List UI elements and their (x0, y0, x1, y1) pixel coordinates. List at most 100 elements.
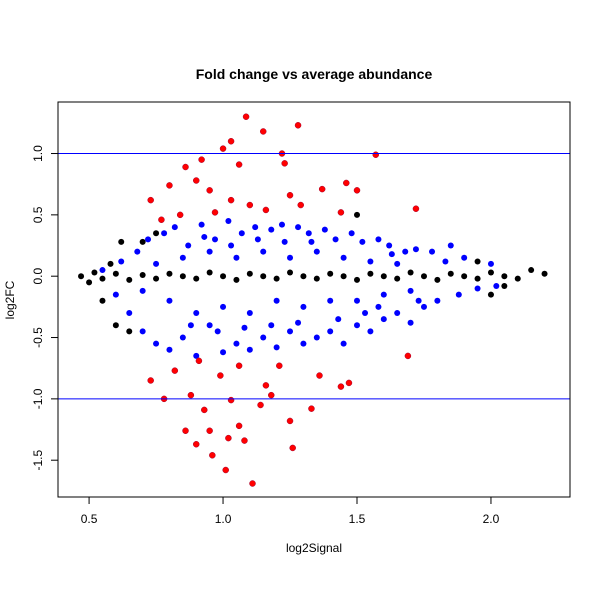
data-point (166, 182, 173, 189)
data-point (281, 160, 288, 167)
data-point (412, 246, 419, 253)
data-point (233, 276, 240, 283)
data-point (235, 422, 243, 430)
data-point (107, 260, 114, 267)
data-point (217, 372, 224, 379)
data-point (225, 434, 232, 442)
data-point (318, 185, 326, 193)
data-point (493, 283, 500, 290)
data-point (222, 466, 229, 474)
data-point (214, 328, 221, 335)
data-point (228, 242, 235, 249)
data-point (147, 377, 154, 384)
data-point (474, 285, 481, 292)
data-point (268, 391, 275, 399)
data-point (112, 270, 119, 277)
data-point (249, 480, 256, 487)
data-point (362, 309, 369, 316)
data-point (182, 427, 189, 435)
data-point (147, 196, 154, 204)
data-point (91, 269, 98, 276)
data-point (198, 221, 205, 228)
data-point (514, 275, 521, 282)
data-point (198, 156, 205, 163)
data-point (185, 242, 192, 249)
data-point (407, 319, 414, 326)
data-point (254, 236, 261, 243)
data-point (259, 128, 267, 135)
data-point (246, 270, 253, 277)
data-point (206, 322, 213, 329)
data-point (447, 270, 454, 277)
data-point (268, 322, 275, 329)
data-point (367, 328, 374, 335)
data-point (262, 382, 270, 389)
x-axis-label: log2Signal (286, 541, 342, 555)
data-point (246, 309, 253, 316)
data-point (340, 340, 347, 347)
data-point (287, 254, 294, 261)
data-point (273, 344, 280, 351)
data-point (359, 238, 366, 245)
data-point (235, 161, 243, 168)
data-point (187, 322, 194, 329)
data-point (212, 236, 219, 243)
data-point (233, 254, 240, 261)
data-point (118, 258, 125, 265)
data-point (278, 221, 285, 228)
data-point (273, 275, 280, 282)
data-point (179, 254, 186, 261)
data-point (375, 303, 382, 310)
data-point (235, 362, 243, 369)
data-point (260, 334, 267, 341)
data-point (348, 230, 355, 237)
y-tick-label: 0.5 (31, 206, 45, 223)
data-point (354, 211, 361, 218)
data-point (219, 145, 227, 152)
data-point (294, 122, 302, 129)
data-point (300, 340, 307, 347)
data-point (161, 230, 168, 237)
data-point (308, 238, 315, 245)
data-point (139, 287, 146, 294)
data-point (297, 201, 304, 209)
data-point (262, 206, 270, 214)
data-point (321, 226, 328, 233)
data-point (86, 279, 93, 286)
data-point (386, 242, 393, 249)
data-point (394, 275, 401, 282)
data-point (211, 209, 219, 216)
data-point (176, 211, 184, 219)
data-point (407, 287, 414, 294)
data-point (345, 379, 353, 387)
data-point (171, 367, 179, 374)
data-point (192, 441, 200, 448)
data-point (340, 254, 347, 261)
data-point (227, 196, 235, 204)
data-point (461, 254, 468, 261)
data-point (367, 258, 374, 265)
data-point (206, 269, 213, 276)
data-point (227, 138, 235, 145)
y-tick-label: 1.0 (31, 145, 45, 162)
data-point (126, 309, 133, 316)
data-point (415, 297, 422, 304)
data-point (541, 270, 548, 277)
data-point (434, 276, 441, 283)
data-point (112, 322, 119, 329)
chart-title: Fold change vs average abundance (196, 66, 433, 82)
data-point (354, 276, 361, 283)
data-point (242, 113, 250, 120)
data-point (126, 328, 133, 335)
data-point (179, 334, 186, 341)
data-point (246, 201, 254, 209)
data-point (268, 226, 275, 233)
data-point (99, 275, 106, 282)
data-point (327, 270, 334, 277)
data-point (145, 236, 152, 243)
data-point (394, 260, 401, 267)
data-point (220, 349, 227, 356)
data-point (487, 260, 494, 267)
data-point (281, 238, 288, 245)
